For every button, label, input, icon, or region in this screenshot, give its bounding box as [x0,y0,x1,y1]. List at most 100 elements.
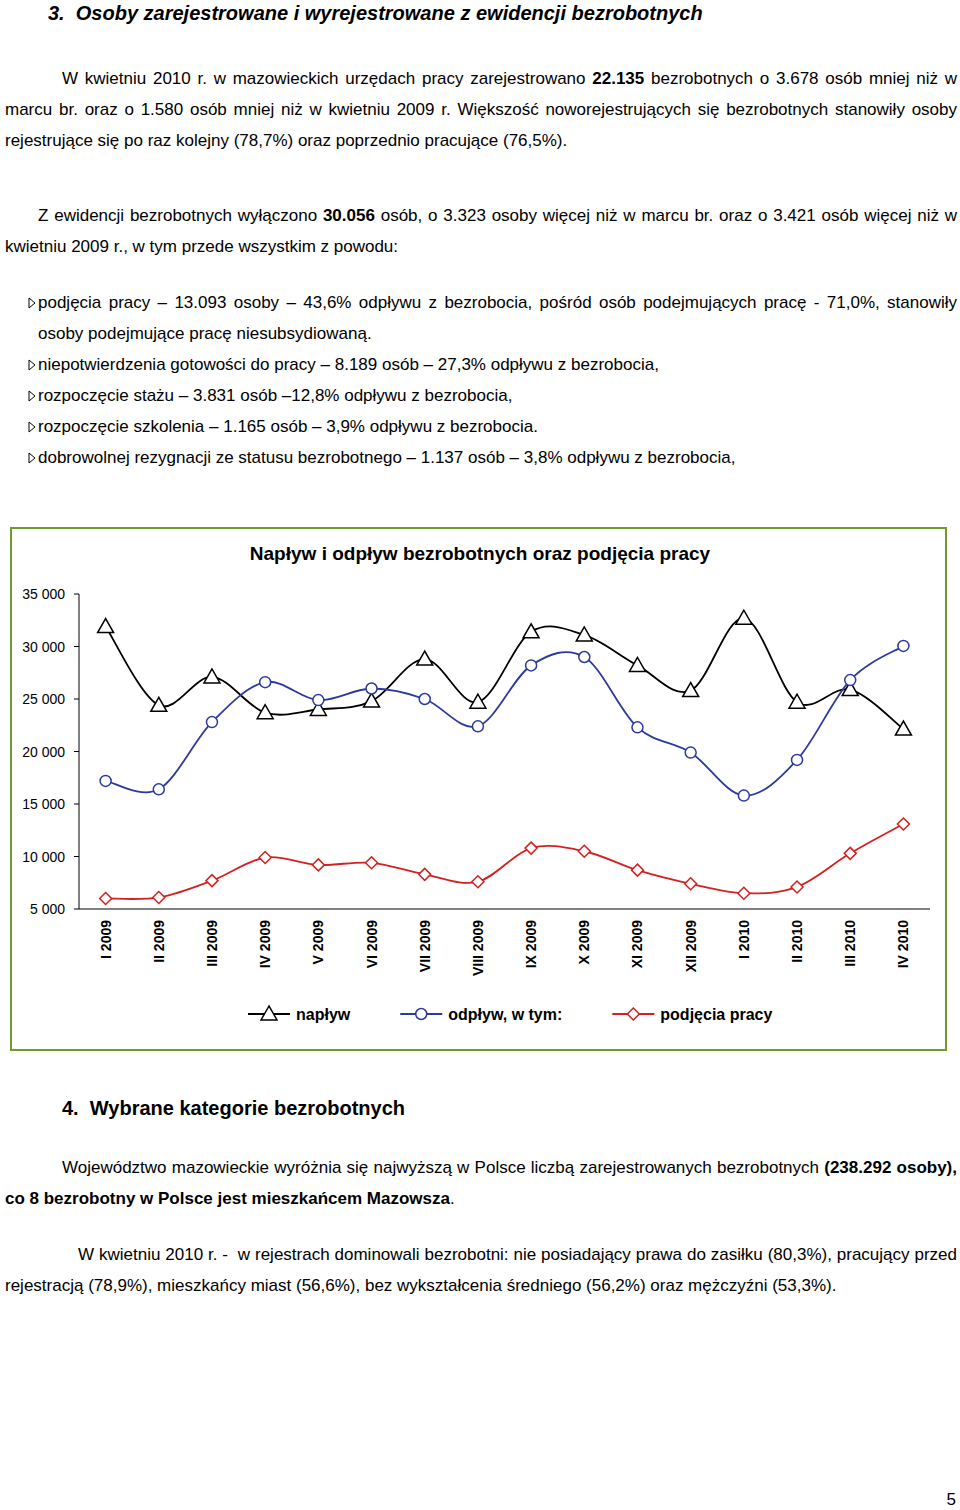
y-tick [74,699,79,700]
y-tick-label: 5 000 [30,901,65,917]
x-tick-label: IV 2009 [257,920,273,968]
bullet-marker [28,421,36,433]
y-tick [74,751,79,752]
chart-title: Napływ i odpływ bezrobotnych oraz podjęc… [250,543,711,564]
x-tick-label: II 2009 [151,920,167,963]
data-point [526,660,537,671]
data-point [523,624,539,638]
data-point [260,677,271,688]
x-tick-label: X 2009 [576,920,592,965]
data-point [629,657,645,671]
data-point [204,669,220,683]
x-tick-label: I 2009 [98,920,114,959]
text-run: W kwietniu 2010 r. w mazowieckich urzęda… [62,69,592,88]
y-tick-label: 30 000 [22,639,65,655]
x-tick-label: II 2010 [789,920,805,963]
legend-label: podjęcia pracy [660,1006,772,1023]
data-point [153,784,164,795]
bullet-marker [28,390,36,402]
data-point [738,790,749,801]
data-point [897,818,909,830]
text-run: Województwo mazowieckie wyróżnia się naj… [62,1158,824,1177]
bullet-item: rozpoczęcie stażu – 3.831 osób –12,8% od… [38,380,957,411]
page-number: 5 [947,1490,956,1510]
data-point [98,619,114,633]
data-point [685,878,697,890]
data-point [578,845,590,857]
legend-label: napływ [296,1006,351,1023]
legend-label: odpływ, w tym: [448,1006,562,1023]
bullet-text: rozpoczęcie szkolenia – 1.165 osób – 3,9… [38,417,538,436]
y-tick-label: 10 000 [22,849,65,865]
x-tick-label: V 2009 [310,920,326,965]
x-tick-label: VII 2009 [417,920,433,972]
data-point [845,675,856,686]
data-point [579,652,590,663]
x-axis [79,909,930,910]
data-point [312,859,324,871]
data-point [738,887,750,899]
data-point [364,693,380,707]
data-point [153,891,165,903]
paragraph: Z ewidencji bezrobotnych wyłączono 30.05… [5,200,957,262]
data-point [257,705,273,719]
data-point [789,694,805,708]
data-point [472,876,484,888]
y-tick [74,646,79,647]
data-point [683,683,699,697]
bullet-marker [28,452,36,464]
bullet-item: podjęcia pracy – 13.093 osoby – 43,6% od… [38,287,957,349]
data-point [685,747,696,758]
data-point [792,754,803,765]
data-point [898,640,909,651]
data-point [419,694,430,705]
bullet-marker [28,297,36,309]
bullet-item: dobrowolnej rezygnacji ze statusu bezrob… [38,442,957,473]
data-point [736,610,752,624]
data-point [151,697,167,711]
data-point [419,868,431,880]
x-tick-label: VIII 2009 [470,920,486,976]
x-tick-label: XII 2009 [683,920,699,972]
series-line [106,646,904,796]
bullet-item: niepotwierdzenia gotowości do pracy – 8.… [38,349,957,380]
legend-marker [261,1006,277,1020]
data-point [100,893,112,905]
data-point [417,651,433,665]
text-run: 30.056 [323,206,375,225]
paragraph: W kwietniu 2010 r. w mazowieckich urzęda… [5,63,957,156]
text-run: . [450,1189,455,1208]
data-point [632,722,643,733]
y-tick-label: 15 000 [22,796,65,812]
y-tick [74,856,79,857]
series-line [106,618,904,729]
data-point [206,717,217,728]
plot-area [98,610,912,904]
data-point [313,695,324,706]
bullet-text: rozpoczęcie stażu – 3.831 osób –12,8% od… [38,386,512,405]
data-point [791,881,803,893]
y-tick [74,909,79,910]
x-tick-label: III 2010 [842,920,858,967]
data-point [470,694,486,708]
y-tick-label: 25 000 [22,691,65,707]
data-point [631,864,643,876]
x-tick-label: III 2009 [204,920,220,967]
bullet-text: podjęcia pracy – 13.093 osoby – 43,6% od… [38,293,957,343]
bullet-marker [28,359,36,371]
text-run: W kwietniu 2010 r. - w rejestrach domino… [5,1245,960,1295]
chart-frame [11,528,946,1050]
legend-marker [627,1008,639,1020]
text-run: 22.135 [592,69,644,88]
heading: 4. Wybrane kategorie bezrobotnych [62,1094,405,1122]
data-point [844,847,856,859]
data-point [206,875,218,887]
x-tick-label: IV 2010 [895,920,911,968]
text-run: Z ewidencji bezrobotnych wyłączono [38,206,323,225]
x-tick-label: IX 2009 [523,920,539,968]
paragraph: W kwietniu 2010 r. - w rejestrach domino… [5,1239,957,1301]
data-point [366,683,377,694]
bullet-text: dobrowolnej rezygnacji ze statusu bezrob… [38,448,735,467]
data-point [100,775,111,786]
data-point [576,627,592,641]
